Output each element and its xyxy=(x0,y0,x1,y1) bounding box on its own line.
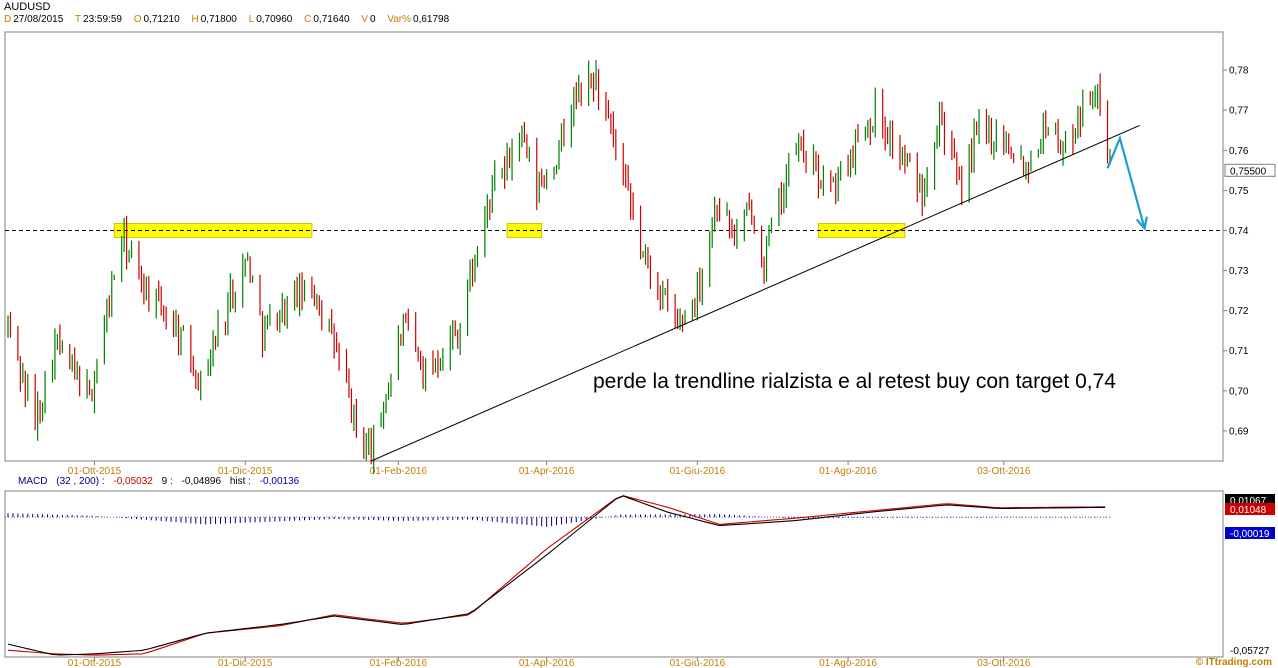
date-tick-label: 01-Giu-2016 xyxy=(670,658,726,668)
date-tick-label: 01-Ott-2015 xyxy=(68,466,122,477)
current-price-label: 0,75500 xyxy=(1224,163,1276,177)
trendline xyxy=(371,124,1140,462)
open-key: O xyxy=(133,14,142,25)
price-tick-label: 0,72 xyxy=(1229,306,1249,317)
macd-value-label: 0,01067 xyxy=(1230,496,1267,507)
time-key: T xyxy=(74,14,82,25)
date-tick-label: 01-Dic-2015 xyxy=(218,658,273,668)
price-tick-label: 0,69 xyxy=(1229,426,1249,437)
date-tick-label: 01-Feb-2016 xyxy=(370,466,428,477)
macd-value-box xyxy=(1225,503,1275,515)
date-tick-label: 01-Dic-2015 xyxy=(218,466,273,477)
macd-params: (32 , 200) : xyxy=(56,476,105,487)
volume-key: V xyxy=(361,14,368,25)
price-tick-label: 0,78 xyxy=(1229,66,1249,77)
current-price-box xyxy=(1224,163,1276,177)
date-tick-label: 03-Ott-2016 xyxy=(977,658,1031,668)
watermark: © ITtrading.com xyxy=(1195,657,1272,668)
price-tick-label: 0,73 xyxy=(1229,266,1249,277)
price-panel-border xyxy=(4,31,1224,462)
varpct-value: 0,61798 xyxy=(413,14,450,25)
high-key: H xyxy=(191,14,199,25)
price-date-axis: 01-Ott-2015 01-Dic-2015 01-Feb-2016 01-Apr-… xyxy=(68,461,1031,477)
date-tick-label: 01-Ott-2015 xyxy=(68,658,122,668)
date-key: D xyxy=(4,14,12,25)
price-axis: 0,69 0,70 0,71 0,72 0,73 0,74 0,75 0,76 0,77 0,78 xyxy=(1223,66,1249,437)
date-tick-label: 01-Giu-2016 xyxy=(670,466,726,477)
hist-value: -0,00136 xyxy=(259,476,300,487)
macd-histogram xyxy=(5,513,1111,527)
price-tick-label: 0,77 xyxy=(1229,106,1249,117)
macd-min-label: -0,05727 xyxy=(1230,646,1270,657)
hist-key: hist : xyxy=(229,476,251,487)
macd-lines xyxy=(7,495,1106,656)
arrow-head xyxy=(1135,216,1148,231)
date-tick-label: 01-Ago-2016 xyxy=(819,466,877,477)
current-price-text: 0,75500 xyxy=(1230,166,1267,177)
macd-name: MACD xyxy=(18,476,48,487)
date-tick-label: 01-Apr-2016 xyxy=(519,466,575,477)
open-value: 0,71210 xyxy=(143,14,180,25)
date-tick-label: 01-Feb-2016 xyxy=(370,658,428,668)
high-value: 0,71800 xyxy=(200,14,237,25)
macd-value: -0,05032 xyxy=(113,476,153,487)
symbol-title: AUDUSD xyxy=(4,1,51,13)
highlight-zone xyxy=(113,223,313,238)
annotation-text: perde la trendline rialzista e al retest… xyxy=(593,370,1116,393)
volume-value: 0 xyxy=(369,14,376,25)
projection-arrow xyxy=(1106,134,1146,229)
price-tick-label: 0,76 xyxy=(1229,146,1249,157)
time-value: 23:59:59 xyxy=(83,14,122,25)
macd-line xyxy=(7,495,1106,656)
low-key: L xyxy=(248,14,255,25)
low-value: 0,70960 xyxy=(256,14,293,25)
signal-line xyxy=(7,495,1106,656)
date-value: 27/08/2015 xyxy=(13,14,64,25)
price-tick-label: 0,74 xyxy=(1229,226,1249,237)
macd-value-label: 0,01048 xyxy=(1230,505,1267,516)
date-tick-label: 01-Ago-2016 xyxy=(819,658,877,668)
annotation-layer-front xyxy=(371,124,1148,462)
varpct-key: Var% xyxy=(387,14,412,25)
price-tick-label: 0,75 xyxy=(1229,186,1249,197)
macd-panel-border xyxy=(4,490,1224,658)
date-tick-label: 01-Apr-2016 xyxy=(519,658,575,668)
price-tick-label: 0,71 xyxy=(1229,346,1249,357)
macd-date-axis: 01-Ott-2015 01-Dic-2015 01-Feb-2016 01-Apr-… xyxy=(68,657,1031,668)
ohlc-readout: D 27/08/2015 T 23:59:59 O 0,71210 H 0,71800 … xyxy=(4,14,458,25)
signal-value: -0,04896 xyxy=(181,476,222,487)
price-tick-label: 0,70 xyxy=(1229,386,1249,397)
macd-header: MACD (32 , 200) : -0,05032 9 : -0,04896 … xyxy=(18,476,305,487)
macd-value-label: -0,00019 xyxy=(1230,529,1270,540)
close-value: 0,71640 xyxy=(313,14,350,25)
annotation-layer-back xyxy=(5,223,1223,238)
close-key: C xyxy=(304,14,312,25)
signal-key: 9 : xyxy=(161,476,173,487)
candles xyxy=(7,60,1111,474)
macd-value-box xyxy=(1225,527,1275,539)
date-tick-label: 03-Ott-2016 xyxy=(977,466,1031,477)
